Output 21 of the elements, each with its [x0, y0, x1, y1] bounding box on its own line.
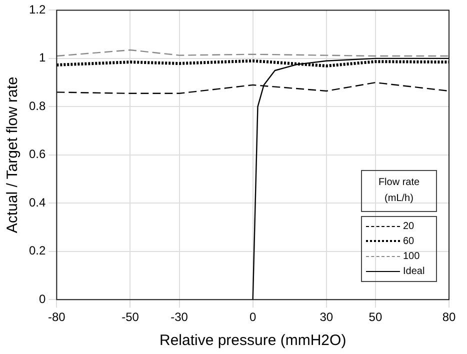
x-tick-label: -30 — [170, 310, 188, 324]
x-tick-label: 80 — [442, 310, 456, 324]
legend-label: 20 — [403, 220, 414, 232]
x-axis-title: Relative pressure (mmH2O) — [159, 332, 346, 350]
x-tick-label: -50 — [122, 310, 140, 324]
y-tick-label: 0 — [38, 292, 46, 306]
y-tick-label: 0.4 — [28, 195, 46, 210]
y-tick-label: 1 — [38, 50, 46, 65]
x-tick-label: 0 — [249, 310, 256, 324]
legend-label: Ideal — [403, 266, 425, 277]
legend-label: 60 — [403, 236, 414, 247]
y-tick-label: 0.8 — [28, 98, 46, 113]
y-tick-label: 1.2 — [28, 2, 46, 17]
y-tick-label: 0.6 — [28, 147, 46, 162]
y-tick-label: 0.2 — [28, 244, 46, 258]
legend-title: Flow rate (mL/h) — [361, 170, 437, 212]
y-axis-title: Actual / Target flow rate — [4, 76, 22, 234]
x-tick-label: 30 — [320, 310, 334, 324]
x-tick-label: -80 — [48, 310, 66, 324]
x-tick-label: 50 — [368, 310, 382, 324]
legend-label: 100 — [403, 250, 420, 262]
